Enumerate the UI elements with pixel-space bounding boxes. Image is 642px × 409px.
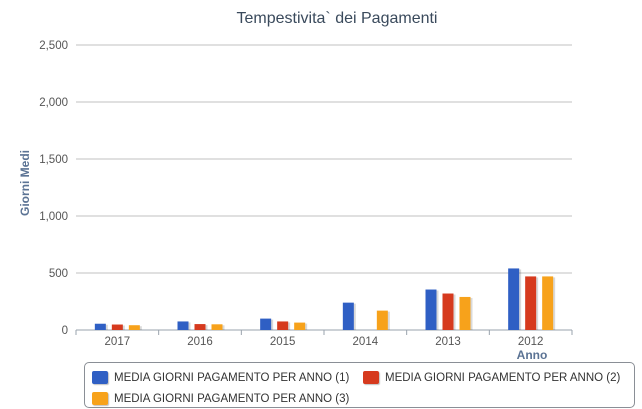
bar-2015-series-2[interactable] (277, 321, 289, 330)
bar-2012-series-3[interactable] (542, 276, 554, 330)
x-tick-label: 2012 (518, 336, 544, 348)
bar-2014-series-3[interactable] (376, 310, 388, 330)
bar-2013-series-1[interactable] (425, 289, 437, 330)
legend-item-series-1[interactable]: MEDIA GIORNI PAGAMENTO PER ANNO (1) (92, 371, 349, 384)
x-axis-label: Anno (517, 348, 548, 362)
legend-label-series-1: MEDIA GIORNI PAGAMENTO PER ANNO (1) (114, 371, 350, 384)
bar-2013-series-3[interactable] (459, 296, 471, 330)
legend: MEDIA GIORNI PAGAMENTO PER ANNO (1) MEDI… (84, 362, 635, 408)
bar-2012-series-2[interactable] (525, 276, 537, 330)
y-axis-ticks: 0 500 1,000 1,500 2,000 2,500 (39, 40, 68, 337)
x-axis-ticks: 2017 2016 2015 2014 2013 2012 (75, 330, 573, 348)
y-tick-label: 2,000 (39, 97, 68, 109)
y-axis-label: Giorni Medi (18, 150, 32, 216)
bar-2016-series-2[interactable] (194, 324, 206, 330)
bar-2015-series-3[interactable] (294, 322, 306, 330)
legend-swatch-series-1 (92, 371, 108, 384)
y-tick-label: 1,000 (39, 211, 68, 223)
legend-swatch-series-2 (363, 371, 379, 384)
y-tick-label: 1,500 (39, 154, 68, 166)
y-tick-label: 0 (62, 325, 68, 337)
bar-2012-series-1[interactable] (508, 268, 520, 330)
y-tick-label: 500 (49, 268, 68, 280)
bar-2017-series-3[interactable] (128, 325, 140, 330)
bar-2017-series-2[interactable] (111, 324, 123, 330)
bar-2015-series-1[interactable] (260, 318, 272, 330)
bar-2017-series-1[interactable] (94, 323, 106, 330)
bar-2013-series-2[interactable] (442, 293, 454, 330)
x-tick-label: 2017 (105, 336, 131, 348)
legend-label-series-2: MEDIA GIORNI PAGAMENTO PER ANNO (2) (385, 371, 621, 384)
x-tick-label: 2014 (353, 336, 379, 348)
x-tick-label: 2015 (270, 336, 296, 348)
bar-2016-series-1[interactable] (177, 321, 189, 330)
legend-item-series-3[interactable]: MEDIA GIORNI PAGAMENTO PER ANNO (3) (92, 392, 349, 405)
legend-item-series-2[interactable]: MEDIA GIORNI PAGAMENTO PER ANNO (2) (363, 371, 620, 384)
x-tick-label: 2013 (435, 336, 461, 348)
bar-2014-series-1[interactable] (342, 302, 354, 330)
legend-swatch-series-3 (92, 392, 108, 405)
bar-2016-series-3[interactable] (211, 324, 223, 330)
chart-title: Tempestivita` dei Pagamenti (237, 10, 438, 27)
legend-label-series-3: MEDIA GIORNI PAGAMENTO PER ANNO (3) (114, 392, 350, 405)
x-tick-label: 2016 (187, 336, 213, 348)
gridlines (76, 44, 572, 331)
y-tick-label: 2,500 (39, 40, 68, 52)
bars (94, 268, 556, 330)
